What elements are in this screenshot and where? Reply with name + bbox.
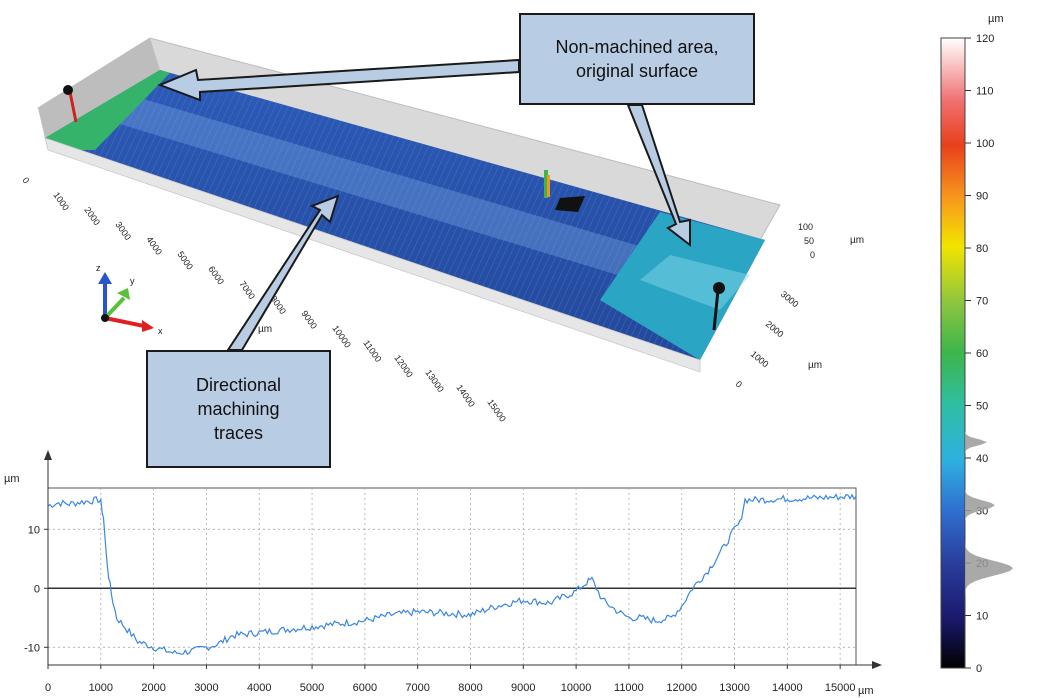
color-scale-tick-label: 10 xyxy=(976,611,988,623)
surface-y-ticks: 0 1000 2000 3000 xyxy=(734,289,801,390)
profile-x-tick-label: 13000 xyxy=(719,682,750,694)
color-scale-tick-label: 90 xyxy=(976,191,988,203)
profile-x-tick-label: 0 xyxy=(45,682,51,694)
surface-x-tick-label: 0 xyxy=(20,175,31,185)
color-scale-unit: µm xyxy=(988,13,1004,25)
surface-x-tick-label: 2000 xyxy=(82,205,102,227)
profile-series-line xyxy=(47,493,857,656)
surface-x-tick-label: 15000 xyxy=(485,397,508,423)
profile-x-tick-label: 1000 xyxy=(89,682,113,694)
arrow-to-left-original xyxy=(157,58,520,102)
light-band xyxy=(90,95,720,300)
triad-y-label: y xyxy=(130,276,135,286)
profile-x-tick-label: 5000 xyxy=(300,682,324,694)
callout-traces-line2: machining xyxy=(197,399,280,419)
profile-chart: 0 1000 2000 3000 4000 5000 6000 7000 8000 9000 100… xyxy=(4,450,882,697)
surface-z-tick-label: 0 xyxy=(810,250,815,260)
surface-x-tick-label: 11000 xyxy=(361,338,383,364)
profile-x-arrow xyxy=(872,661,882,669)
color-scale: µm 0102030405060708090100110120 xyxy=(940,13,1013,675)
profile-y-arrow xyxy=(44,450,52,460)
arrow-to-machining-traces xyxy=(226,194,340,351)
color-scale-tick-label: 60 xyxy=(976,348,988,360)
surface-x-tick-label: 1000 xyxy=(51,190,71,212)
profile-x-tick-label: 14000 xyxy=(772,682,803,694)
profile-y-tick-label: 0 xyxy=(34,583,40,595)
profile-x-tick-label: 15000 xyxy=(825,682,856,694)
surface-z-tick-label: 100 xyxy=(798,222,813,232)
profile-plot-area xyxy=(47,487,857,666)
profile-x-tick-label: 3000 xyxy=(194,682,218,694)
surface-x-tick-label: 4000 xyxy=(144,235,164,257)
surface-z-ticks: 0 50 100 xyxy=(798,222,815,260)
right-original-light xyxy=(640,255,750,310)
surface-z-tick-label: 50 xyxy=(804,236,814,246)
color-scale-tick-label: 0 xyxy=(976,663,982,675)
triad-z-label: z xyxy=(96,263,101,273)
surface-y-unit: µm xyxy=(808,360,822,371)
left-original-surface xyxy=(45,70,170,150)
surface-y-tick-label: 0 xyxy=(734,379,744,390)
color-scale-bar xyxy=(940,37,966,669)
surface-y-tick-label: 2000 xyxy=(764,319,786,340)
surface-x-tick-label: 12000 xyxy=(392,353,415,379)
surface-front-edge xyxy=(44,137,701,373)
surface-x-tick-label: 14000 xyxy=(454,383,477,409)
callout-traces-line1: Directional xyxy=(195,375,282,395)
axis-triad: z y x xyxy=(96,263,163,336)
profile-y-label: µm xyxy=(4,473,20,485)
color-scale-histogram xyxy=(965,38,1013,668)
callout-original-surface: Non-machined area, original surface xyxy=(519,13,755,105)
triad-x-label: x xyxy=(158,326,163,336)
surface-x-tick-label: 10000 xyxy=(330,323,353,349)
color-scale-tick-label: 120 xyxy=(976,33,994,45)
surface-x-tick-label: 6000 xyxy=(206,264,226,286)
surface-x-tick-label: 3000 xyxy=(113,220,133,242)
surface-x-unit: µm xyxy=(258,324,272,335)
surface-x-tick-label: 5000 xyxy=(175,249,195,271)
color-scale-tick-label: 70 xyxy=(976,296,988,308)
color-scale-tick-label: 50 xyxy=(976,401,988,413)
profile-y-ticks: -10 0 10 xyxy=(24,524,48,654)
callout-original-line2: original surface xyxy=(575,61,699,81)
profile-x-tick-label: 12000 xyxy=(666,682,697,694)
color-scale-tick-label: 80 xyxy=(976,243,988,255)
left-marker-pin xyxy=(63,85,78,123)
surface-3d-view: 0100020003000400050006000700080009000100… xyxy=(20,37,864,424)
color-scale-ticks: 0102030405060708090100110120 xyxy=(965,33,994,675)
surface-x-tick-label: 7000 xyxy=(237,279,257,301)
profile-x-tick-label: 10000 xyxy=(561,682,592,694)
profile-x-tick-label: 9000 xyxy=(511,682,535,694)
surface-y-tick-label: 3000 xyxy=(779,289,801,310)
surface-z-unit: µm xyxy=(850,235,864,246)
callout-arrows xyxy=(157,58,691,351)
profile-x-tick-label: 11000 xyxy=(614,682,644,694)
callout-machining-traces: Directional machining traces xyxy=(146,350,331,468)
surface-x-tick-label: 13000 xyxy=(423,368,446,394)
surface-x-tick-label: 9000 xyxy=(299,309,319,331)
color-scale-tick-label: 110 xyxy=(976,86,994,98)
profile-x-ticks: 0 1000 2000 3000 4000 5000 6000 7000 8000 9000 100… xyxy=(45,665,856,694)
profile-y-tick-label: 10 xyxy=(28,524,40,536)
profile-x-tick-label: 7000 xyxy=(405,682,429,694)
callout-original-line1: Non-machined area, xyxy=(555,37,719,57)
surface-left-wall xyxy=(38,38,160,138)
surface-spike xyxy=(544,170,585,212)
color-scale-tick-label: 100 xyxy=(976,138,994,150)
machined-surface-streaks xyxy=(45,70,765,360)
callout-traces-line3: traces xyxy=(213,423,263,443)
surface-y-tick-label: 1000 xyxy=(749,349,771,370)
profile-y-tick-label: -10 xyxy=(24,642,40,654)
profile-x-tick-label: 2000 xyxy=(141,682,165,694)
right-marker-pin xyxy=(712,282,725,331)
arrow-to-right-original xyxy=(626,104,691,248)
profile-x-tick-label: 6000 xyxy=(353,682,377,694)
color-scale-tick-label: 40 xyxy=(976,453,988,465)
profile-x-label: µm xyxy=(858,685,874,697)
profile-x-tick-label: 8000 xyxy=(458,682,482,694)
profile-x-tick-label: 4000 xyxy=(247,682,271,694)
